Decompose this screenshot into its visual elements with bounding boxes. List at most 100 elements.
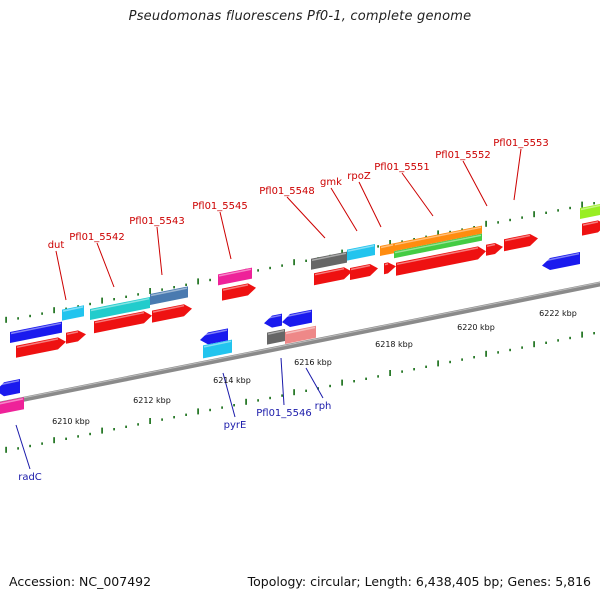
gene-box-shine [203, 340, 232, 348]
gene-box-shine [380, 244, 394, 249]
bottom-tick [569, 336, 571, 340]
bottom-tick [77, 435, 79, 438]
bottom-tick [581, 331, 583, 338]
top-tick [125, 295, 127, 298]
top-tick [5, 316, 7, 323]
gene-box [267, 329, 285, 345]
top-tick [557, 209, 559, 212]
bottom-tick [221, 406, 223, 409]
label-leaders [15, 148, 522, 470]
leader-line [462, 160, 488, 207]
bottom-tick [209, 408, 211, 412]
gene-arrow [542, 252, 580, 270]
top-tick [293, 259, 295, 266]
gene-box-shine [0, 398, 24, 405]
bottom-tick [197, 408, 199, 415]
bottom-tick [545, 341, 547, 344]
leader-line [96, 242, 115, 288]
gene-arrow-shine [486, 243, 496, 248]
gene-box-shine [62, 306, 84, 312]
scale-label: 6216 kbp [294, 358, 332, 367]
top-tick [485, 220, 487, 227]
bottom-tick [245, 398, 247, 405]
bottom-tick [353, 380, 355, 383]
bottom-tick [557, 339, 559, 342]
gene-box [218, 267, 252, 286]
gene-box-shine [10, 322, 62, 335]
leader-line [358, 181, 382, 228]
bottom-tick [5, 446, 7, 453]
top-tick [209, 278, 211, 282]
gene-label: Pfl01_5545 [192, 201, 248, 212]
gene-arrow [314, 267, 352, 286]
top-tick [173, 286, 175, 289]
top-tick [509, 218, 511, 222]
gene-arrow [486, 243, 503, 256]
gene-box-shine [267, 329, 285, 335]
genome-backbone [0, 281, 600, 407]
bottom-tick [473, 356, 475, 359]
bottom-tick [173, 416, 175, 419]
gene-label: Pfl01_5548 [259, 186, 315, 197]
gene-box-shine [394, 234, 482, 254]
gene-label: gmk [320, 177, 342, 188]
bottom-tick [449, 360, 451, 364]
gene-arrow [222, 283, 256, 301]
scale-label: 6214 kbp [213, 376, 251, 385]
leader-line [280, 357, 285, 406]
gene-arrow-shine [282, 310, 312, 318]
bottom-tick [17, 447, 19, 450]
gene-arrow [396, 246, 486, 276]
top-tick [17, 317, 19, 320]
gene-arrow-shine [350, 264, 371, 271]
gene-box-shine [90, 297, 150, 312]
gene-label: rph [315, 401, 332, 412]
leader-line [156, 226, 163, 276]
genome-summary-text: Topology: circular; Length: 6,438,405 bp… [247, 574, 591, 589]
gene-label: Pfl01_5543 [129, 216, 185, 227]
gene-arrow [152, 304, 192, 323]
gene-box [347, 244, 375, 261]
leader-line [55, 250, 67, 301]
gene-arrow-shine [0, 379, 20, 386]
bottom-tick [281, 394, 283, 397]
leader-line [305, 367, 324, 399]
top-tick [281, 264, 283, 267]
gene-arrow [200, 328, 228, 345]
gene-box-shine [311, 252, 347, 262]
bottom-tick [521, 346, 523, 349]
gene-arrow [16, 337, 66, 358]
bottom-tick [425, 365, 427, 368]
scale-labels: 6210 kbp 6212 kbp 6214 kbp 6216 kbp 6218 kbp… [52, 309, 577, 426]
page-title: Pseudomonas fluorescens Pf0-1, complete … [128, 9, 472, 24]
gene-box [62, 305, 84, 321]
gene-label: rpoZ [347, 171, 371, 182]
bottom-tick [533, 341, 535, 348]
bottom-tick [329, 384, 331, 388]
bottom-tick [461, 358, 463, 361]
top-tick [137, 293, 139, 296]
gene-arrow-shine [200, 329, 228, 337]
gene-label: dut [48, 240, 65, 251]
gene-label: Pfl01_5551 [374, 162, 430, 173]
top-tick [113, 298, 115, 301]
top-tick [89, 302, 91, 306]
gene-arrow [504, 234, 538, 252]
top-tick [377, 245, 379, 248]
backbone-line [0, 281, 600, 407]
top-tick [581, 201, 583, 208]
top-tick [29, 314, 31, 318]
gene-features [0, 204, 600, 414]
gene-label: pyrE [224, 420, 247, 431]
gene-box-shine [285, 326, 316, 335]
accession-text: Accession: NC_007492 [9, 574, 152, 589]
gene-arrow [66, 330, 86, 344]
bottom-tick [149, 418, 151, 424]
gene-arrow-shine [314, 267, 345, 276]
gene-arrow-shine [66, 331, 79, 336]
gene-labels: dut Pfl01_5542 Pfl01_5543 Pfl01_5545 Pfl01_5… [18, 138, 549, 483]
gene-label: Pfl01_5553 [493, 138, 549, 149]
gene-arrow-shine [504, 234, 531, 242]
bottom-tick [269, 396, 271, 400]
